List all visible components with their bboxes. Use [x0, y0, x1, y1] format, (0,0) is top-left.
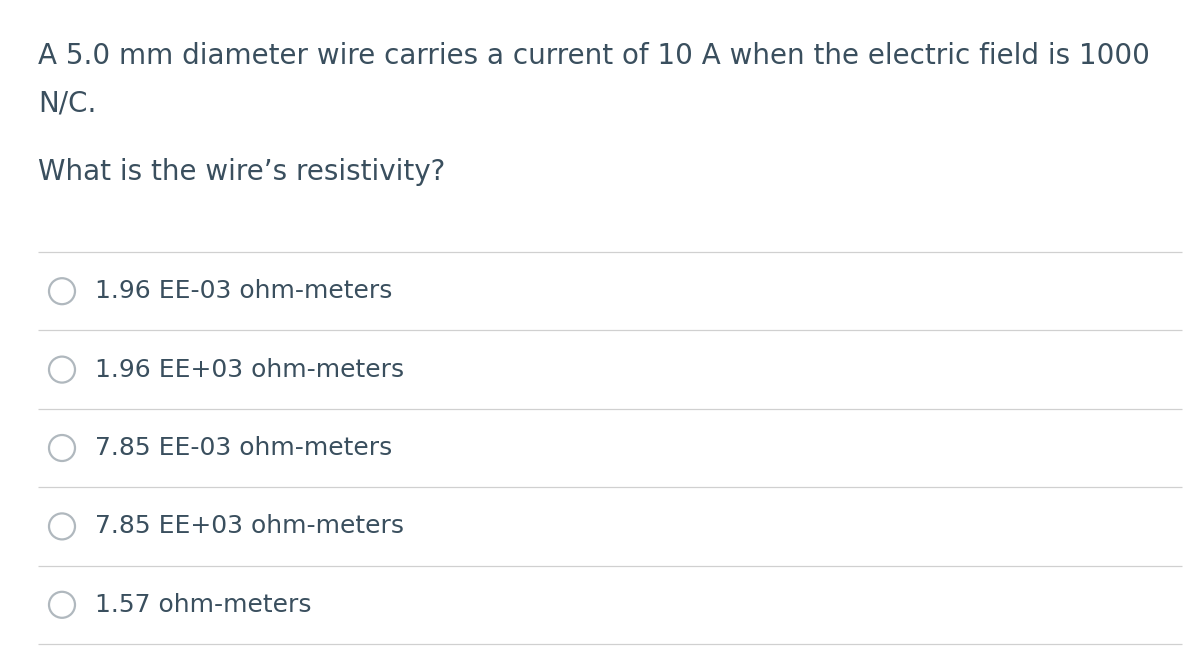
Text: 7.85 EE+03 ohm-meters: 7.85 EE+03 ohm-meters	[95, 515, 404, 538]
Text: 1.57 ohm-meters: 1.57 ohm-meters	[95, 593, 311, 617]
Text: 1.96 EE+03 ohm-meters: 1.96 EE+03 ohm-meters	[95, 358, 404, 382]
Text: 7.85 EE-03 ohm-meters: 7.85 EE-03 ohm-meters	[95, 436, 392, 460]
Text: N/C.: N/C.	[38, 90, 96, 118]
Text: 1.96 EE-03 ohm-meters: 1.96 EE-03 ohm-meters	[95, 279, 392, 303]
Text: A 5.0 mm diameter wire carries a current of 10 A when the electric field is 1000: A 5.0 mm diameter wire carries a current…	[38, 42, 1150, 70]
Text: What is the wire’s resistivity?: What is the wire’s resistivity?	[38, 158, 445, 186]
